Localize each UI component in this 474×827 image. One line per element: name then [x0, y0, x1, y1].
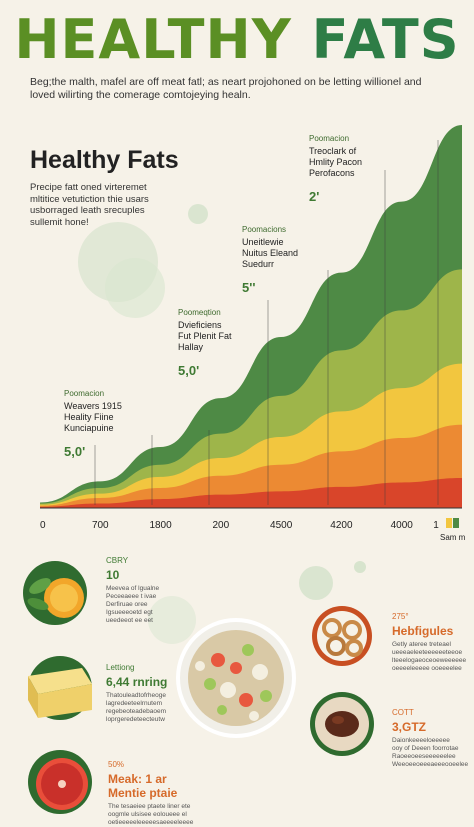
annotation-value: 5,0'	[178, 363, 199, 378]
pate-icon	[310, 692, 374, 756]
x-tick-labels: 0 700 1800 200 4500 4200 4000 1	[40, 520, 439, 531]
food-kicker: 275°	[392, 612, 409, 621]
annotation-value: 2'	[309, 189, 319, 204]
annotation-kicker: Poomacions	[242, 225, 286, 234]
annotation-line-text: Fut Plenit Fat	[178, 331, 232, 341]
food-kicker: CBRY	[106, 556, 129, 565]
x-tick-label: 1800	[149, 520, 172, 531]
food-card-1: CBRY 10 Meevea of lgualne Peceeaeee t ivae…	[106, 556, 206, 625]
x-tick-label: 200	[213, 520, 230, 531]
annotation-line-text: Nuitus Eleand	[242, 248, 298, 258]
hero-title-word-1: HEALTHY	[14, 8, 292, 71]
pretzels-icon	[312, 606, 372, 666]
food-card-5: COTT 3,GTZ Daionkeeeeloeeeee ooy of Deeen …	[392, 708, 472, 769]
x-tick-label: 1	[433, 520, 439, 531]
annotation-value: 5''	[242, 280, 255, 295]
intro-text: Beg;the malth, mafel are off meat fatl; …	[30, 76, 422, 101]
food-card-2: Lettiong 6,44 rnring Thatouleadtofrheoge l…	[106, 663, 206, 724]
decor-bubble	[105, 258, 165, 318]
food-kicker: COTT	[392, 708, 414, 717]
annotation-line-text: Treoclark of	[309, 146, 357, 156]
food-card-4: 275° Hebfigules Getly ateree treteael ueee…	[392, 612, 472, 673]
decor-bubble	[188, 204, 208, 224]
food-kicker: 50%	[108, 760, 125, 769]
x-unit-label: Sam m	[440, 533, 466, 542]
area-series-1	[40, 478, 462, 508]
annotation-kicker: Poomacion	[309, 134, 349, 143]
x-tick-label: 0	[40, 520, 46, 531]
x-tick-label: 4000	[391, 520, 414, 531]
annotation-kicker: Poomeqtion	[178, 308, 221, 317]
annotation-lines	[94, 140, 439, 505]
food-value: Meak: 1 ar Mentie ptaie	[108, 772, 178, 800]
chart-title: Healthy Fats	[30, 146, 179, 174]
decor-bubble	[148, 596, 196, 644]
x-tick-label: 700	[92, 520, 109, 531]
x-tick-label: 4500	[270, 520, 293, 531]
annotation-value: 5,0'	[64, 444, 85, 459]
grapefruit-icon	[28, 750, 92, 814]
annotation-kicker: Poomacion	[64, 389, 104, 398]
food-value: 3,GTZ	[392, 720, 427, 734]
annotation-line-text: Weavers 1915	[64, 401, 122, 411]
decor-bubble	[354, 561, 366, 573]
annotation-line-text: Perofacons	[309, 168, 355, 178]
food-description: Thatouleadtofrheoge lagredeeteelrnutem r…	[106, 692, 166, 723]
food-description: Meevea of lgualne Peceeaeee t ivae Derfi…	[106, 585, 160, 624]
area-layer	[40, 125, 462, 508]
food-description: Daionkeeeeloeeeee ooy of Deeen foorrotae…	[392, 737, 469, 768]
annotation-line-text: Kunciapuine	[64, 423, 114, 433]
decor-bubble	[299, 566, 333, 600]
food-value: Hebfigules	[392, 624, 454, 638]
hero-title: HEALTHY FATS	[0, 10, 474, 70]
x-tick-label: 4200	[330, 520, 353, 531]
food-kicker: Lettiong	[106, 663, 135, 672]
annotation-line-text: Hmlity Pacon	[309, 157, 362, 167]
annotation-line-text: Heality Fiine	[64, 412, 114, 422]
food-description: The tesaeiee ptaete liner ete oogmle uls…	[108, 803, 194, 826]
annotation-line-text: Suedurr	[242, 259, 274, 269]
legend-swatch-green	[453, 518, 459, 528]
food-value: 6,44 rnring	[106, 675, 168, 689]
annotation-line-text: Hallay	[178, 342, 204, 352]
legend-swatch-yellow	[446, 518, 452, 528]
annotation-line-text: Uneitlewie	[242, 237, 284, 247]
annotation-line-text: Dvieficiens	[178, 320, 222, 330]
chart-subtitle: Precipe fatt oned virteremet mltitice ve…	[30, 182, 149, 228]
legend-swatches	[446, 518, 459, 528]
food-card-3: 50% Meak: 1 ar Mentie ptaie The tesaeiee p…	[108, 760, 208, 827]
orange-basil-icon	[23, 561, 87, 625]
food-description: Getly ateree treteael ueeeaeleeteeeeeete…	[392, 641, 467, 672]
hero-title-word-2: FATS	[311, 8, 460, 71]
cheese-icon	[28, 656, 92, 720]
salad-bowl-icon	[176, 618, 296, 738]
food-value: 10	[106, 568, 120, 582]
